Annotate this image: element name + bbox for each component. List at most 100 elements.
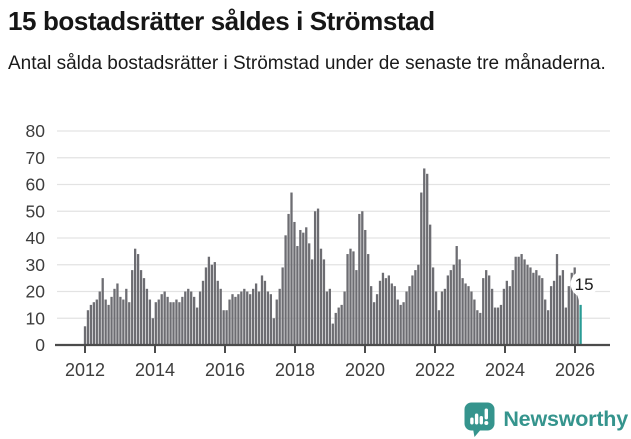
bar (287, 213, 290, 345)
bar (414, 270, 417, 345)
bar (499, 304, 503, 346)
bar (148, 299, 152, 345)
bar (243, 288, 246, 345)
x-tick-label: 2020 (345, 360, 385, 380)
bar (443, 288, 447, 345)
bar (473, 299, 476, 345)
bar (278, 288, 281, 345)
bar (532, 272, 535, 345)
bar (198, 291, 202, 345)
bar (98, 291, 101, 345)
bar (555, 254, 559, 345)
y-tick-label: 20 (26, 282, 46, 302)
bar (340, 304, 343, 346)
bar (355, 270, 358, 345)
bar (83, 326, 87, 345)
bar (378, 280, 382, 345)
bar (402, 302, 405, 345)
bar (576, 275, 579, 345)
bar (561, 270, 565, 345)
logo-bubble-shape (464, 402, 495, 437)
bar (564, 307, 567, 345)
bar (429, 224, 432, 345)
x-tick-label: 2012 (65, 360, 105, 380)
bar (231, 294, 234, 345)
bar (181, 296, 184, 345)
bar (210, 264, 213, 345)
bar (269, 294, 272, 345)
bar (166, 296, 169, 345)
bar (92, 302, 95, 345)
bars (83, 168, 582, 346)
bar (249, 294, 252, 345)
y-axis-labels: 0 10 20 30 40 50 60 70 80 (26, 121, 46, 355)
bar (234, 296, 237, 345)
bar (541, 278, 544, 346)
bar (526, 264, 529, 345)
bar (219, 288, 222, 345)
bar (461, 278, 464, 346)
bar (328, 288, 331, 345)
bar (514, 256, 517, 345)
bar (387, 275, 390, 345)
bar (508, 286, 511, 345)
bar (479, 312, 482, 345)
highlight-annotation: 15 (570, 270, 598, 305)
bar (520, 254, 523, 345)
bar (423, 168, 426, 345)
bar (252, 288, 255, 345)
bar (290, 192, 293, 345)
bar (240, 291, 243, 345)
y-tick-label: 70 (26, 148, 46, 168)
bar (358, 213, 361, 345)
bar (305, 227, 308, 345)
chart-subtitle: Antal sålda bostadsrätter i Strömstad un… (8, 53, 606, 75)
bar (296, 246, 299, 345)
bar (145, 288, 149, 345)
bar (408, 286, 411, 345)
bar (405, 291, 408, 345)
bar (434, 291, 438, 345)
bar (384, 278, 388, 346)
newsworthy-logo: Newsworthy (463, 401, 628, 437)
bar (446, 275, 449, 345)
bar (364, 229, 367, 345)
bar (361, 211, 364, 345)
gridlines (57, 130, 610, 319)
bar-chart-svg: 0 10 20 30 40 50 60 70 80 2012 2014 2016 2018 2020 202… (26, 121, 610, 380)
y-tick-label: 30 (26, 255, 46, 275)
bar (505, 280, 508, 345)
bar (195, 307, 199, 345)
bar (110, 296, 113, 345)
x-tick-label: 2026 (555, 360, 595, 380)
bar (187, 288, 190, 345)
bar (272, 318, 275, 345)
bar (544, 299, 547, 345)
bar (116, 283, 119, 345)
bar (216, 280, 219, 345)
bar (319, 248, 323, 345)
bar (346, 254, 349, 345)
bar (154, 302, 157, 345)
bar (517, 256, 520, 345)
bar (370, 286, 373, 345)
bar (131, 270, 134, 345)
x-tick-label: 2016 (205, 360, 245, 380)
bar (299, 229, 302, 345)
bar (558, 275, 562, 345)
bar (399, 304, 402, 346)
bar (396, 299, 399, 345)
bar (163, 291, 166, 345)
bar (222, 310, 225, 345)
bar (134, 248, 137, 345)
bar (86, 310, 90, 345)
bar (511, 270, 514, 345)
bar (334, 312, 337, 345)
bar (190, 291, 193, 345)
bar (375, 294, 379, 345)
bar (157, 299, 160, 345)
y-tick-label: 10 (26, 308, 46, 328)
highlighted-bar (579, 304, 582, 346)
bar (552, 280, 556, 345)
bar (139, 270, 143, 345)
